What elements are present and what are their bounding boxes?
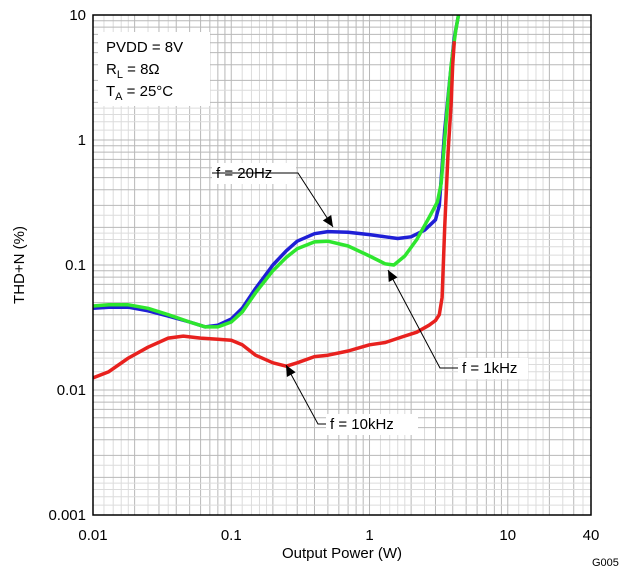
condition-pvdd: PVDD = 8V xyxy=(106,39,183,56)
annotation-label: f = 1kHz xyxy=(462,360,517,377)
y-tick-label: 0.001 xyxy=(48,507,86,524)
x-tick-label: 1 xyxy=(365,527,373,544)
y-tick-label: 1 xyxy=(78,132,86,149)
y-tick-labels: 0.001 0.01 0.1 1 10 xyxy=(48,7,86,524)
data-series xyxy=(93,15,461,380)
x-tick-label: 0.01 xyxy=(78,527,107,544)
x-tick-labels: 0.01 0.1 1 10 40 xyxy=(78,527,599,544)
series-line-f-10khz xyxy=(93,40,456,380)
series-line-f-1khz xyxy=(93,15,461,329)
annotation-label-bg xyxy=(458,358,528,379)
plot-frame xyxy=(92,14,592,516)
annotation-leader-line xyxy=(212,172,334,228)
x-axis-label: Output Power (W) xyxy=(282,545,402,562)
y-tick-label: 0.1 xyxy=(65,257,86,274)
y-tick-label: 10 xyxy=(69,7,86,24)
annotation-leader-line xyxy=(285,364,326,425)
y-axis-label: THD+N (%) xyxy=(11,226,28,304)
x-tick-label: 0.1 xyxy=(221,527,242,544)
annotation-arrowhead xyxy=(388,270,398,283)
x-tick-label: 10 xyxy=(499,527,516,544)
conditions-box xyxy=(98,32,210,106)
annotation-arrowhead xyxy=(322,215,333,227)
figure-code: G005 xyxy=(592,557,619,569)
condition-ta: TA = 25°C xyxy=(106,83,173,103)
annotation-leader-line xyxy=(387,269,458,369)
condition-rl: RL = 8Ω xyxy=(106,61,160,81)
annotation-arrowhead xyxy=(286,365,296,378)
y-tick-label: 0.01 xyxy=(57,382,86,399)
annotation-label: f = 10kHz xyxy=(330,416,394,433)
annotation-label-bg xyxy=(326,414,418,435)
x-tick-label: 40 xyxy=(583,527,600,544)
